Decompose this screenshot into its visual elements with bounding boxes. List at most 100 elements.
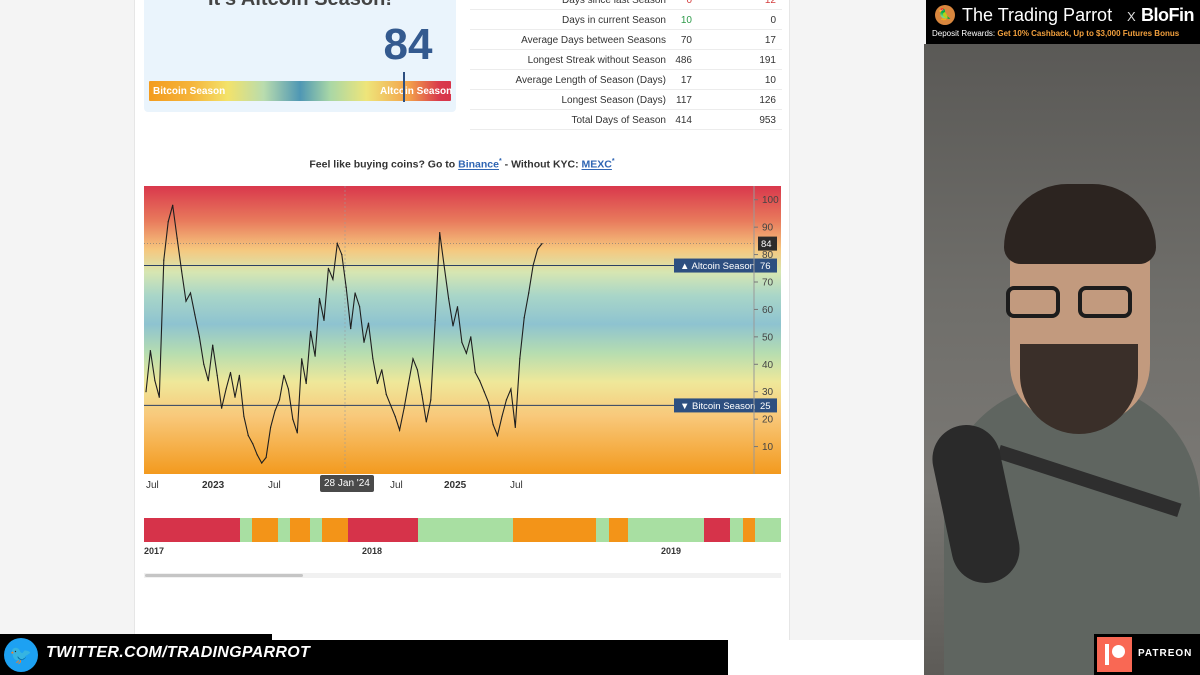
binance-link[interactable]: Binance — [458, 158, 499, 171]
stats-altcoin-value: 10 — [680, 15, 692, 26]
webcam-feed — [924, 44, 1200, 675]
data-point — [492, 424, 494, 426]
navigator-segment — [596, 518, 609, 542]
data-point — [163, 259, 165, 261]
data-point — [318, 297, 321, 300]
data-point — [519, 358, 521, 360]
stats-label: Average Length of Season (Days) — [515, 75, 666, 86]
data-point — [332, 278, 334, 280]
navigator-segment — [608, 518, 629, 542]
navigator-segment — [729, 518, 743, 542]
data-point — [216, 374, 218, 376]
stats-bitcoin-value: 10 — [764, 75, 776, 86]
gauge-marker — [403, 72, 405, 102]
crosshair-date-label: 28 Jan '24 — [320, 475, 374, 492]
data-point — [189, 292, 192, 294]
threshold-label: ▼ Bitcoin Season — [680, 401, 755, 412]
brand-partner: BloFin — [1141, 5, 1195, 25]
chart-x-axis: Jul 2023 Jul 28 Jan '24 Jul 2025 Jul — [144, 475, 781, 494]
data-point — [412, 358, 414, 360]
chart-band-background — [144, 186, 781, 474]
data-point — [305, 382, 307, 385]
stats-row: Average Length of Season (Days) 17 10 — [470, 70, 782, 90]
navigator-segment — [322, 518, 348, 542]
data-point — [443, 264, 445, 267]
data-point — [479, 380, 481, 382]
threshold-value: 25 — [760, 401, 771, 412]
data-point — [501, 415, 503, 417]
data-point — [376, 382, 378, 385]
chart-scrollbar[interactable] — [144, 573, 781, 578]
stats-altcoin-value: 414 — [675, 115, 692, 126]
stats-bitcoin-value: 17 — [764, 35, 776, 46]
stats-label: Total Days of Season — [571, 115, 667, 126]
current-value-box — [758, 236, 777, 251]
data-point — [407, 382, 410, 385]
data-point — [541, 243, 543, 245]
data-point — [421, 393, 423, 396]
navigator-segment — [252, 518, 278, 542]
navigator-year-label: 2019 — [661, 546, 682, 556]
navigator-year-label: 2018 — [362, 546, 383, 556]
data-point — [456, 306, 459, 308]
y-tick-label: 20 — [762, 415, 774, 426]
navigator-segment — [513, 518, 597, 542]
data-point — [474, 371, 476, 374]
data-point — [341, 254, 343, 256]
data-point — [461, 341, 463, 343]
data-point — [345, 286, 347, 289]
x-tick-label: 2023 — [202, 480, 225, 491]
stats-row: Total Days of Season 414 953 — [470, 110, 782, 130]
stats-altcoin-value: 70 — [680, 35, 692, 46]
data-point — [470, 336, 472, 338]
timeline-navigator[interactable] — [144, 518, 781, 542]
data-point — [354, 292, 356, 294]
stats-bitcoin-value: 0 — [770, 15, 776, 26]
data-point — [287, 388, 289, 390]
threshold-label-box — [674, 258, 777, 273]
chart-svg[interactable]: ▲ Altcoin Season 76 ▼ Bitcoin Season 25 10 2… — [144, 186, 781, 474]
stats-label: Days since last Season — [562, 0, 666, 6]
y-tick-label: 40 — [762, 360, 774, 371]
altcoin-season-chart[interactable]: ▲ Altcoin Season 76 ▼ Bitcoin Season 25 10 2… — [144, 186, 781, 474]
data-point — [296, 432, 298, 434]
binance-marker: * — [499, 158, 502, 165]
stats-altcoin-value: 117 — [676, 95, 692, 106]
data-point — [505, 399, 507, 401]
arrow-up-icon: ▲ — [680, 261, 692, 272]
data-point — [310, 330, 312, 332]
data-point — [225, 388, 227, 390]
navigator-segment — [277, 518, 291, 542]
data-point — [238, 374, 240, 376]
data-point — [265, 456, 267, 459]
data-point — [252, 443, 254, 445]
twitter-bird-icon: 🐦 — [4, 638, 38, 672]
gauge-value: 84 — [383, 20, 433, 69]
data-point — [221, 407, 223, 409]
data-point — [145, 391, 147, 393]
data-point — [261, 462, 263, 464]
y-tick-label: 70 — [762, 278, 774, 289]
threshold-label: ▲ Altcoin Season — [680, 261, 755, 272]
gauge-gradient-bar — [149, 81, 451, 101]
season-gauge: It's Altcoin Season! 84 Bitcoin Season A… — [144, 0, 456, 112]
data-point — [185, 300, 187, 302]
data-point — [212, 344, 214, 346]
data-point — [465, 352, 467, 354]
data-point — [416, 369, 418, 371]
data-point — [292, 418, 294, 420]
data-point — [301, 358, 303, 360]
navigator-segment — [144, 518, 240, 542]
stats-altcoin-value: 17 — [680, 75, 692, 86]
data-point — [510, 388, 512, 390]
data-point — [278, 399, 281, 401]
brand-subtitle-prefix: Deposit Rewards: — [932, 29, 998, 38]
patreon-badge: PATREON — [1094, 634, 1200, 675]
data-point — [537, 248, 539, 250]
webcam-person-glasses — [1006, 286, 1136, 320]
mexc-link[interactable]: MEXC — [581, 158, 612, 171]
data-point — [359, 306, 361, 308]
data-point — [488, 402, 490, 404]
scrollbar-thumb[interactable] — [145, 574, 303, 577]
gauge-right-label: Altcoin Season — [380, 86, 453, 97]
